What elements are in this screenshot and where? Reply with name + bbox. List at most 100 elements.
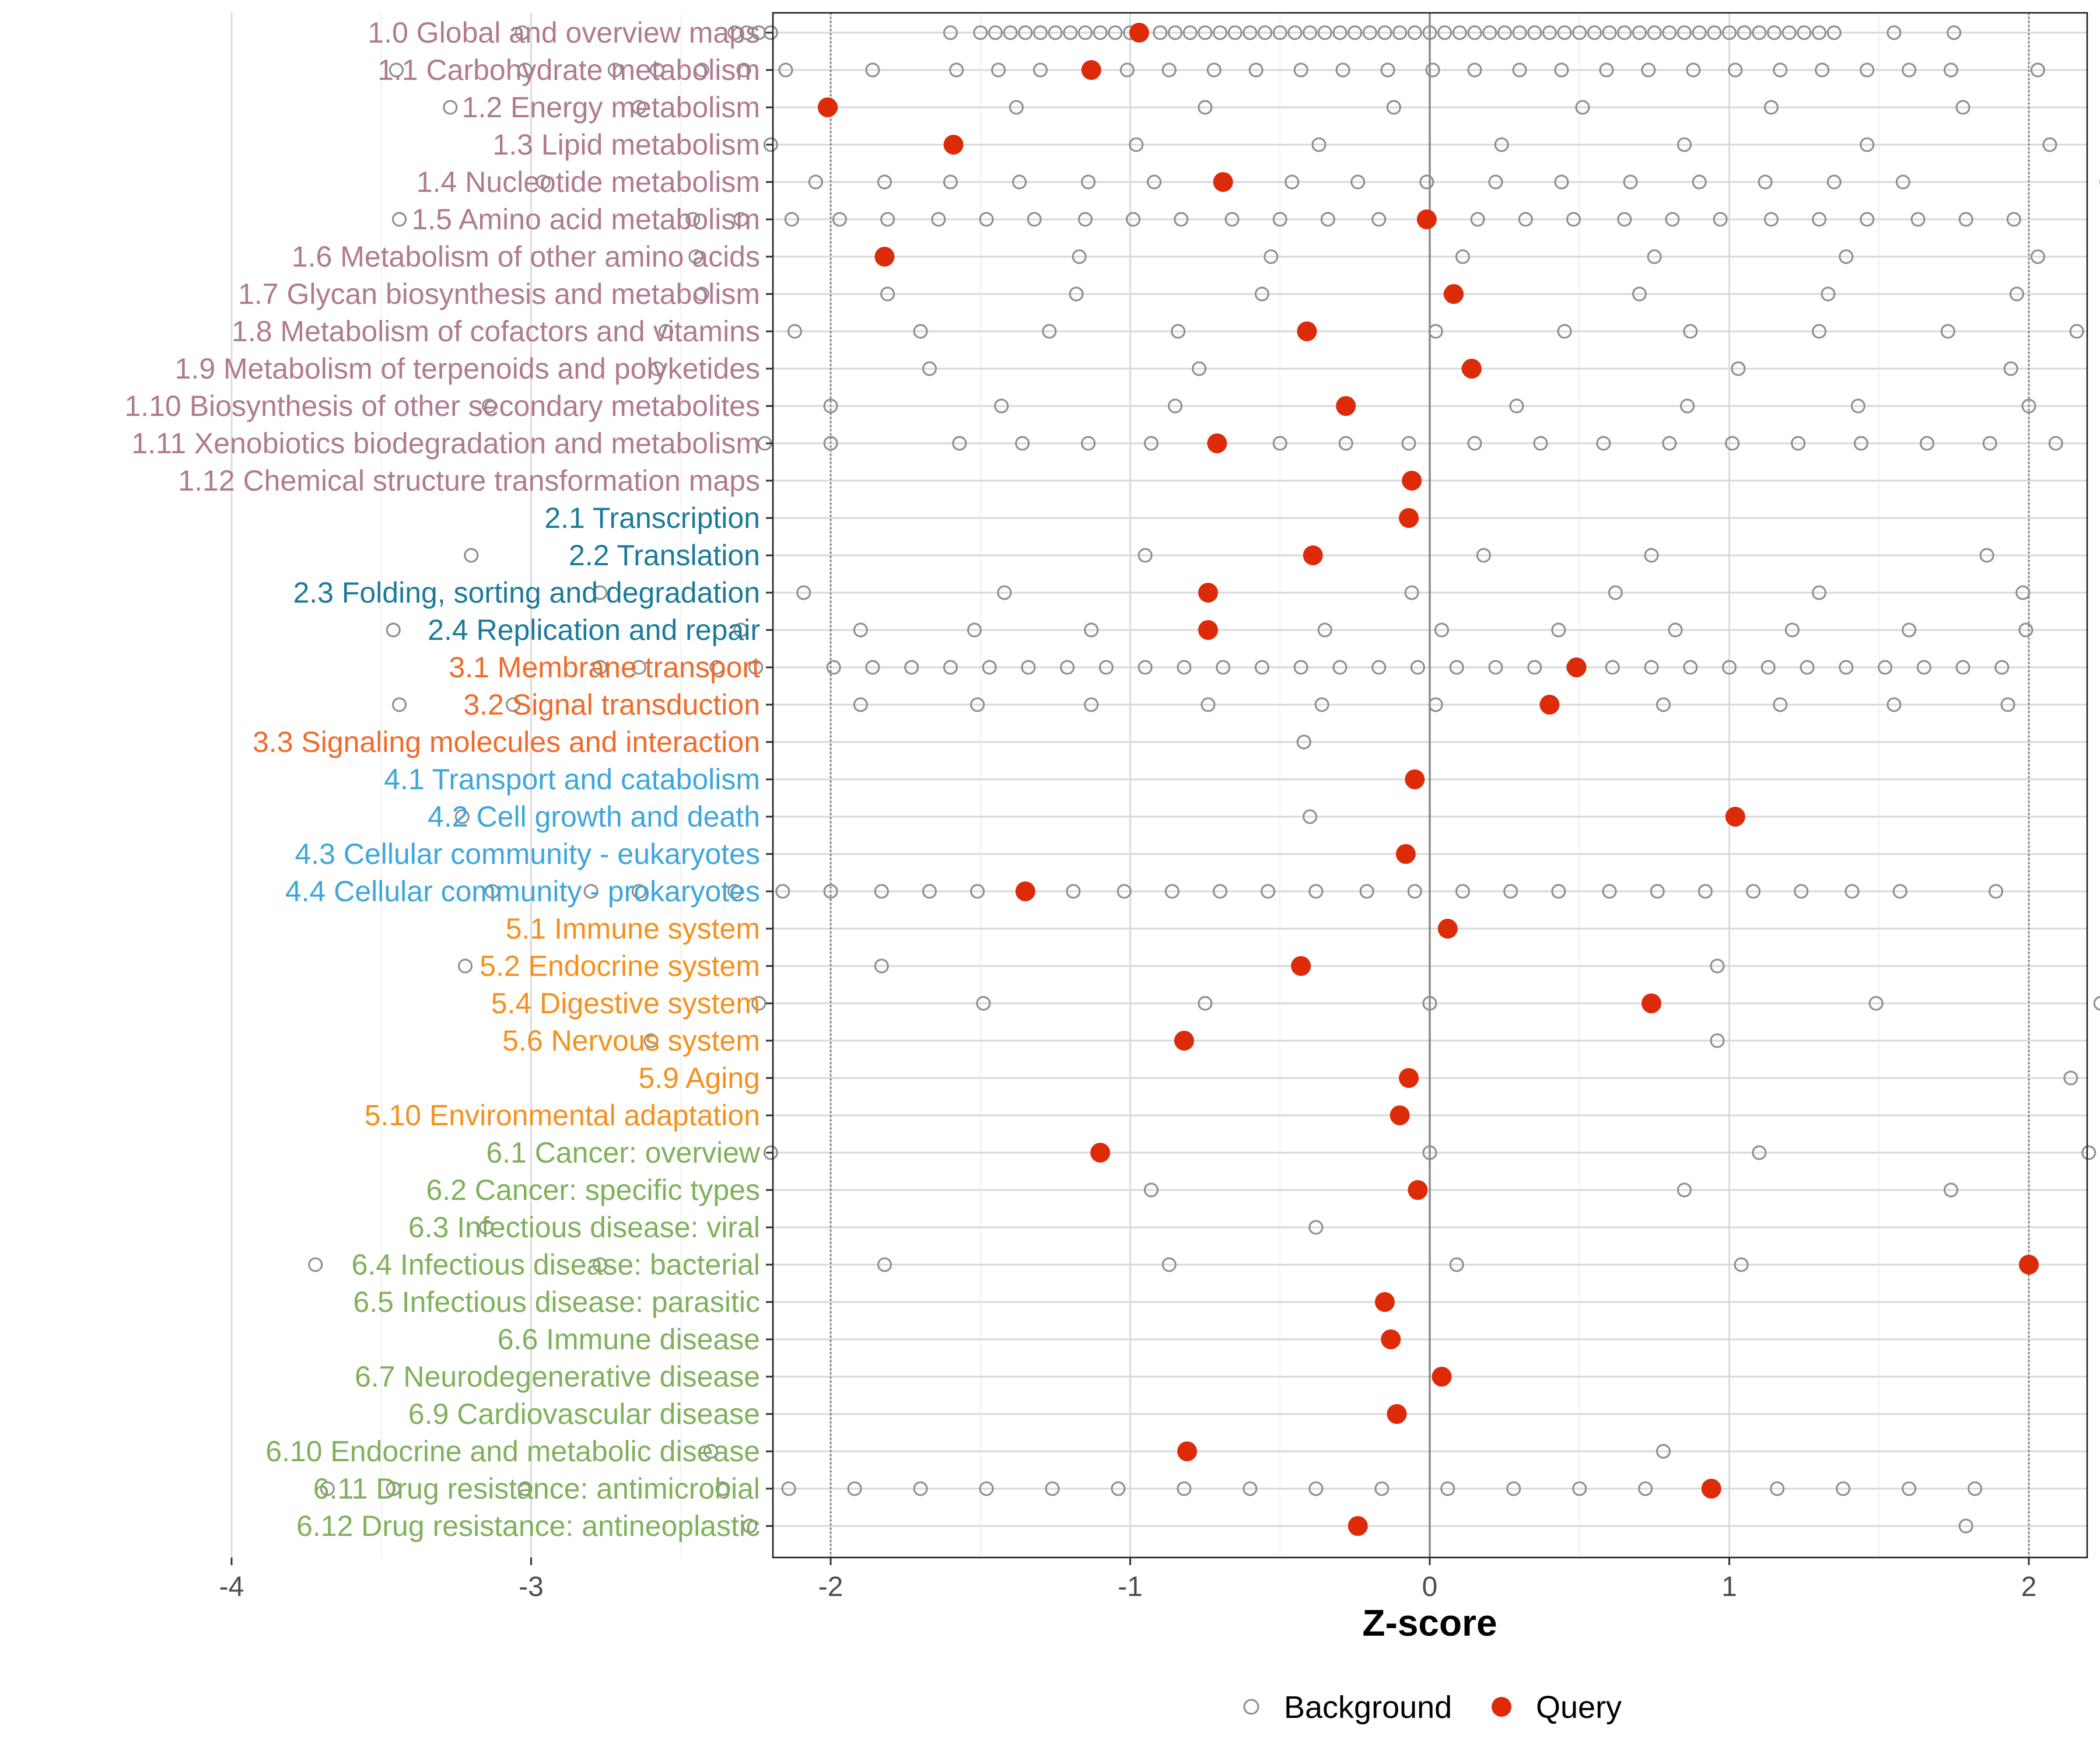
background-point: [1895, 174, 1910, 190]
data-points: [308, 23, 2100, 1536]
query-point: [1081, 60, 1101, 80]
background-point: [1763, 212, 1779, 227]
y-tick-label: 6.3 Infectious disease: viral: [408, 1211, 760, 1244]
background-point: [2015, 585, 2031, 600]
background-point: [1713, 212, 1728, 227]
background-point: [1293, 62, 1308, 78]
background-point: [1419, 174, 1434, 190]
background-point: [1254, 286, 1269, 302]
background-point: [715, 1481, 730, 1496]
background-point: [1242, 1481, 1258, 1496]
background-point: [1826, 174, 1842, 190]
background-point: [751, 996, 766, 1011]
background-point: [1032, 62, 1048, 78]
query-point: [1198, 620, 1219, 640]
background-point: [392, 212, 407, 227]
background-point: [994, 398, 1009, 414]
background-point: [1060, 660, 1075, 675]
background-point: [1968, 1481, 1983, 1496]
background-point: [2000, 697, 2015, 712]
background-point: [1902, 622, 1917, 638]
x-tick-label: -3: [519, 1572, 544, 1602]
background-point: [763, 137, 778, 152]
background-point: [1015, 436, 1030, 451]
background-point: [386, 622, 401, 638]
background-point: [1887, 697, 1902, 712]
background-point: [778, 62, 793, 78]
legend-query-key: [1492, 1697, 1511, 1717]
background-point: [1338, 436, 1353, 451]
background-point: [1707, 25, 1722, 40]
background-point: [1404, 585, 1419, 600]
background-point: [1617, 212, 1632, 227]
background-point: [973, 25, 988, 40]
background-point: [514, 25, 530, 40]
background-point: [1248, 62, 1264, 78]
background-point: [1018, 25, 1033, 40]
background-point: [607, 62, 622, 78]
background-point: [631, 884, 646, 899]
background-point: [2063, 1070, 2078, 1086]
background-point: [1153, 25, 1168, 40]
background-point: [1407, 884, 1422, 899]
background-point: [865, 62, 880, 78]
background-point: [967, 622, 982, 638]
background-point: [1261, 884, 1276, 899]
background-point: [1467, 436, 1482, 451]
background-point: [1647, 25, 1662, 40]
background-point: [1527, 25, 1542, 40]
background-point: [1350, 174, 1366, 190]
background-point: [1632, 286, 1647, 302]
background-point: [1407, 25, 1422, 40]
background-point: [2006, 212, 2021, 227]
background-point: [1213, 884, 1228, 899]
background-point: [1003, 25, 1018, 40]
query-point: [1461, 359, 1482, 379]
background-point: [1860, 62, 1875, 78]
x-tick-label: 2: [2021, 1572, 2037, 1602]
background-point: [482, 398, 497, 414]
background-point: [796, 585, 811, 600]
background-point: [1668, 622, 1683, 638]
background-point: [2030, 62, 2045, 78]
background-point: [454, 809, 470, 824]
background-point: [853, 622, 868, 638]
background-point: [1143, 436, 1158, 451]
background-point: [458, 958, 473, 974]
background-point: [1254, 660, 1269, 675]
background-point: [979, 1481, 994, 1496]
background-point: [1147, 174, 1162, 190]
background-point: [1518, 212, 1533, 227]
background-point: [943, 660, 958, 675]
background-point: [1728, 62, 1743, 78]
background-point: [1272, 25, 1287, 40]
x-tick-label: -1: [1118, 1572, 1143, 1602]
background-point: [1296, 734, 1311, 750]
background-point: [1902, 1481, 1917, 1496]
background-point: [1710, 958, 1725, 974]
query-point: [1566, 657, 1587, 677]
background-point: [388, 62, 404, 78]
background-point: [1845, 884, 1860, 899]
query-point: [1381, 1329, 1401, 1349]
background-point: [1839, 660, 1854, 675]
background-point: [1815, 62, 1830, 78]
background-point: [1032, 25, 1048, 40]
y-tick-label: 5.6 Nervous system: [502, 1024, 760, 1057]
background-point: [649, 361, 664, 376]
background-point: [1632, 25, 1647, 40]
background-point: [1836, 1481, 1851, 1496]
background-point: [2009, 286, 2024, 302]
x-axis: -4-3-2-101234: [219, 1558, 2037, 1602]
background-point: [1311, 137, 1326, 152]
background-point: [970, 884, 985, 899]
background-point: [1760, 660, 1776, 675]
background-point: [1812, 324, 1827, 339]
background-point: [1982, 436, 1997, 451]
y-tick-label: 3.2 Signal transduction: [463, 688, 760, 721]
background-point: [1449, 660, 1464, 675]
query-point: [1432, 1367, 1452, 1387]
query-point: [1408, 1180, 1428, 1200]
background-point: [1503, 884, 1518, 899]
background-point: [1683, 660, 1698, 675]
